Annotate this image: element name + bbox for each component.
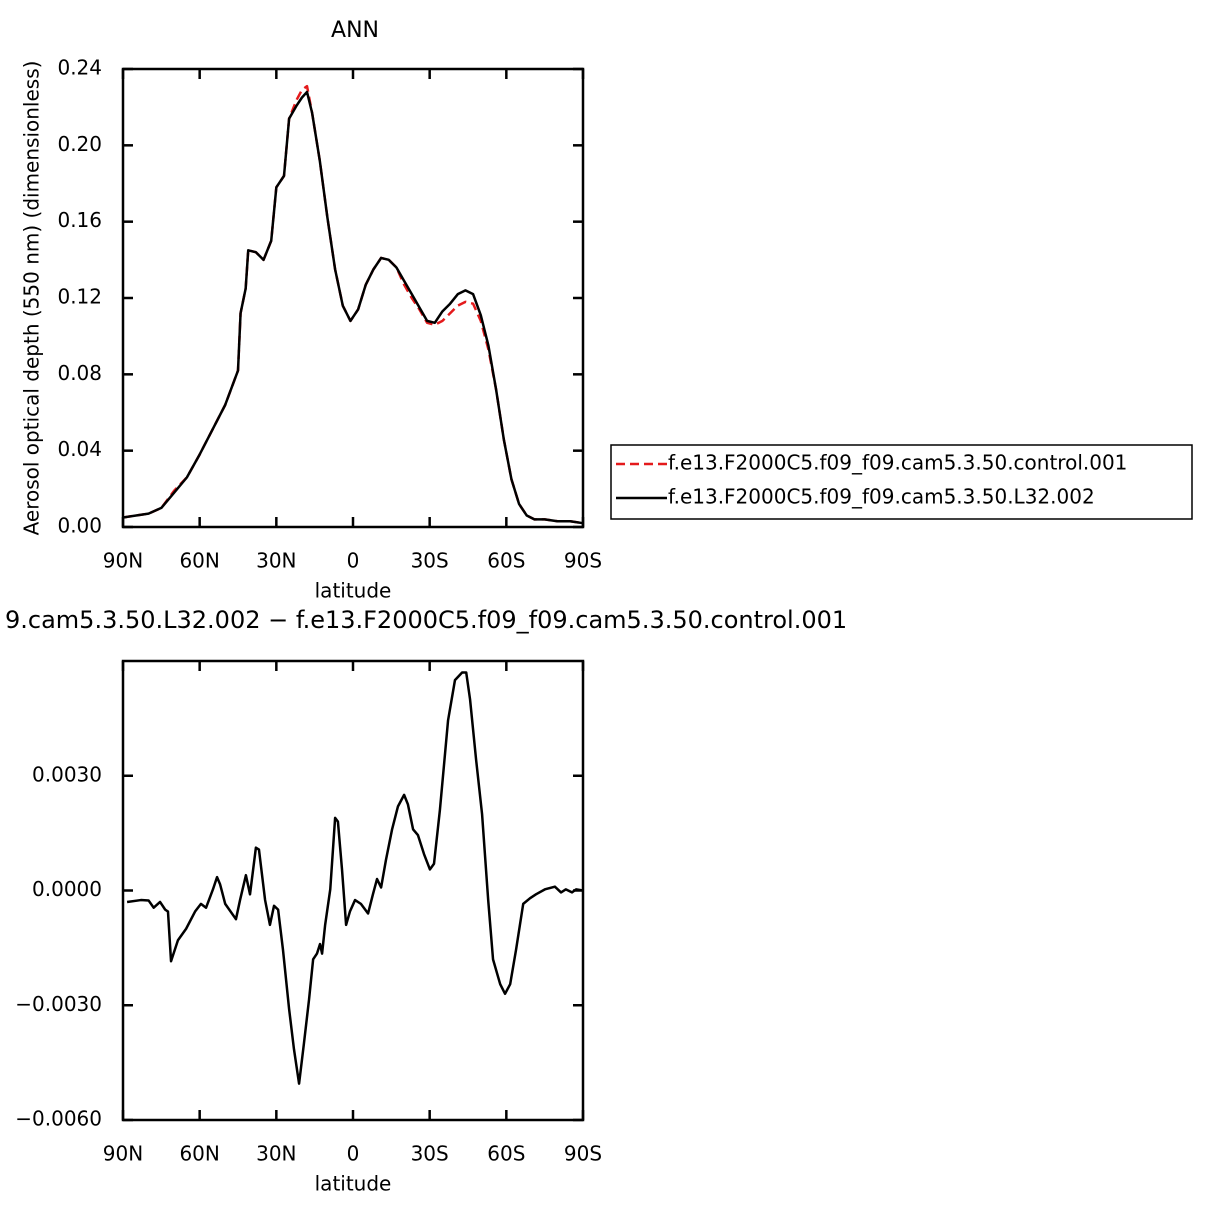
y-tick-label: 0.16 xyxy=(57,208,102,232)
data-line xyxy=(122,90,584,525)
plot-frame xyxy=(121,67,585,529)
y-tick-label: 0.20 xyxy=(57,132,102,156)
y-tick-label: 0.12 xyxy=(57,285,102,309)
x-tick-label: 90S xyxy=(564,549,602,573)
y-tick-label: −0.0030 xyxy=(15,992,102,1016)
x-tick-label: 90N xyxy=(103,549,143,573)
y-tick-label: 0.00 xyxy=(57,514,102,538)
x-tick-label: 60N xyxy=(179,1142,219,1166)
x-tick-label: 0 xyxy=(347,1142,360,1166)
chart-title: ANN xyxy=(331,18,379,43)
plot-frame xyxy=(121,659,585,1122)
y-axis-label: Aerosol optical depth (550 nm) (dimensio… xyxy=(20,61,44,536)
y-tick-label: 0.0030 xyxy=(32,762,102,786)
x-tick-label: 30S xyxy=(411,549,449,573)
y-tick-label: 0.0000 xyxy=(32,877,102,901)
legend-label: f.e13.F2000C5.f09_f09.cam5.3.50.L32.002 xyxy=(668,485,1095,509)
x-tick-label: 60S xyxy=(487,1142,525,1166)
x-tick-label: 90S xyxy=(564,1142,602,1166)
chart-title: 9.cam5.3.50.L32.002 − f.e13.F2000C5.f09_… xyxy=(5,606,847,634)
x-tick-label: 30S xyxy=(411,1142,449,1166)
y-tick-label: 0.24 xyxy=(57,56,102,80)
x-tick-label: 30N xyxy=(256,549,296,573)
x-tick-label: 90N xyxy=(103,1142,143,1166)
y-tick-label: 0.08 xyxy=(57,361,102,385)
x-axis-label: latitude xyxy=(315,579,392,603)
legend-box xyxy=(610,444,1193,520)
y-tick-label: 0.04 xyxy=(57,437,102,461)
y-tick-label: −0.0060 xyxy=(15,1107,102,1131)
x-tick-label: 60N xyxy=(179,549,219,573)
x-tick-label: 0 xyxy=(347,549,360,573)
legend-label: f.e13.F2000C5.f09_f09.cam5.3.50.control.… xyxy=(668,451,1127,475)
data-line xyxy=(122,84,584,525)
data-line xyxy=(126,671,584,1085)
x-tick-label: 60S xyxy=(487,549,525,573)
x-tick-label: 30N xyxy=(256,1142,296,1166)
x-axis-label: latitude xyxy=(315,1172,392,1196)
